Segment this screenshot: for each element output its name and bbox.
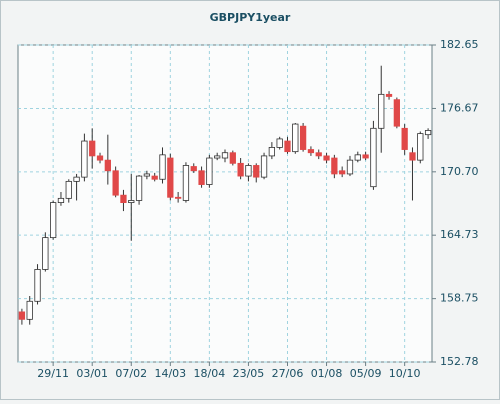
x-tick-label: 14/03 [154,367,186,380]
candle-body [198,170,205,185]
y-tick-label: 182.65 [440,38,479,51]
candle-body [81,140,88,178]
y-tick-label: 170.70 [440,165,479,178]
x-tick-label: 27/06 [272,367,304,380]
candle-body [276,138,283,148]
candle-body [96,155,104,161]
candle-body [253,165,260,178]
candle-body [120,194,127,203]
candle-body [346,159,354,175]
candle-body [393,99,400,127]
candle-body [229,152,236,164]
x-tick-label: 07/02 [115,367,147,380]
candle-body [143,173,151,177]
candle-body [370,127,377,188]
x-tick-label: 18/04 [194,367,226,380]
candle-body [424,130,432,136]
candle-body [331,157,338,175]
y-tick-label: 176.67 [440,101,479,114]
candle-body [174,196,182,199]
candle-body [354,154,361,161]
x-tick-label: 10/10 [389,367,421,380]
chart-title: GBPJPY1year [210,11,291,24]
candle-body [34,269,41,302]
candle-body [237,162,244,177]
candle-body [385,93,393,97]
candle-body [378,93,385,129]
candle-body [26,300,33,320]
candle-body [167,157,174,198]
candle-body [159,154,166,180]
candle-body [307,149,315,154]
x-tick-label: 01/08 [311,367,343,380]
candle-body [112,170,119,196]
candle-body [299,125,307,150]
candle-body [284,140,291,153]
candle-body [135,175,143,201]
candle-body [65,180,72,199]
candle-body [214,155,221,159]
candle-body [182,165,190,201]
candle-body [323,155,330,161]
candle-body [128,200,135,203]
candle-body [260,155,268,178]
candle-body [206,157,213,185]
candle-body [409,152,416,161]
candle-body [73,176,80,182]
candle-body [18,311,26,320]
candle-body [245,165,252,177]
candle-body [89,140,96,157]
x-tick-label: 05/09 [350,367,382,380]
candle-body [268,147,276,157]
y-tick-label: 158.75 [440,292,479,305]
candle-body [292,123,299,153]
candle-body [57,197,65,203]
x-tick-label: 29/11 [37,367,69,380]
candle-body [221,152,229,159]
y-tick-label: 164.73 [440,228,479,241]
candle-body [190,166,197,172]
candle-body [315,152,322,157]
candle-body [417,133,424,161]
candle-body [50,202,57,239]
x-tick-label: 03/01 [76,367,108,380]
x-tick-label: 23/05 [233,367,265,380]
plot-area [17,44,433,363]
candle-body [104,159,111,172]
candle-body [151,175,158,180]
candle-body [42,237,49,270]
candle-body [362,154,369,159]
candle-body [339,170,346,175]
y-tick-label: 152.78 [440,355,479,368]
candle-body [401,127,408,150]
